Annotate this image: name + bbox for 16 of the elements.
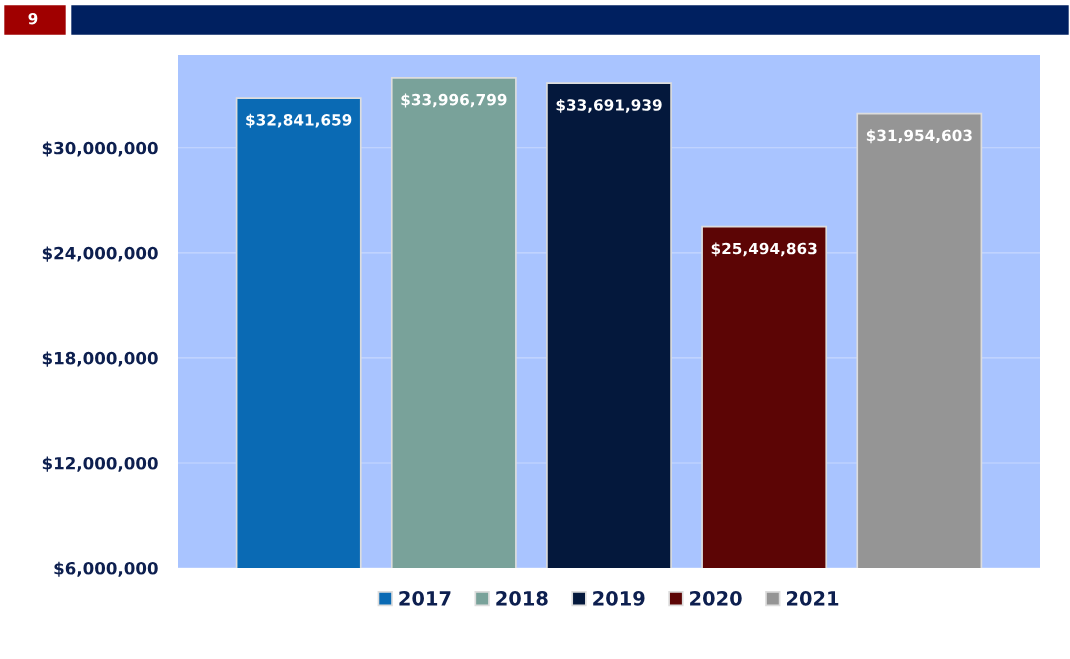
legend-label: 2021 xyxy=(786,590,839,606)
y-tick-label: $30,000,000 xyxy=(42,141,158,157)
legend-label: 2017 xyxy=(399,590,451,606)
legend-label: 2019 xyxy=(593,590,645,606)
y-tick-label: $12,000,000 xyxy=(42,456,158,472)
data-label: $32,841,659 xyxy=(246,113,352,128)
data-label: $31,954,603 xyxy=(866,129,972,144)
legend-label: 2018 xyxy=(496,590,548,606)
text: 9 xyxy=(28,12,38,25)
data-label: $33,996,799 xyxy=(401,93,507,108)
data-label: $25,494,863 xyxy=(711,242,817,257)
legend-label: 2020 xyxy=(690,590,742,606)
data-label: $33,691,939 xyxy=(556,98,662,113)
y-tick-label: $6,000,000 xyxy=(54,561,158,577)
y-tick-label: $24,000,000 xyxy=(42,246,158,262)
y-tick-label: $18,000,000 xyxy=(42,351,158,367)
